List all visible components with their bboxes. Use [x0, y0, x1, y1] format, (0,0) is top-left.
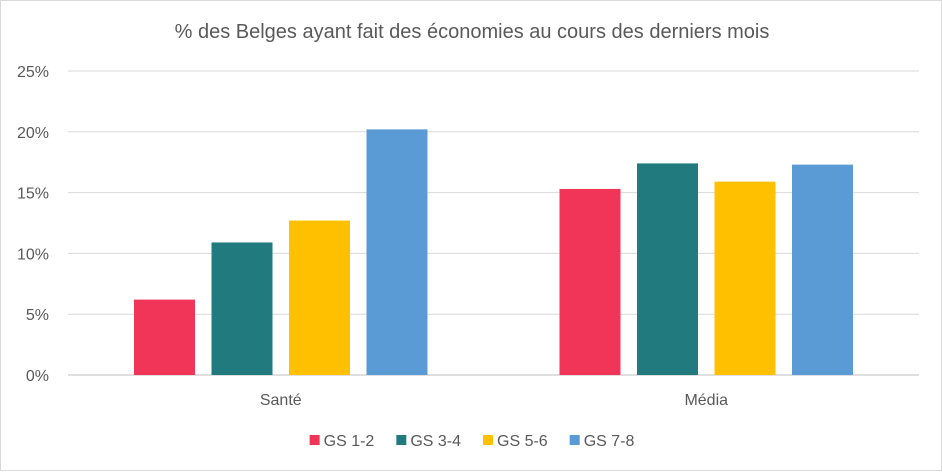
y-tick-label: 10% [17, 246, 49, 263]
legend-swatch [396, 435, 407, 445]
legend-item: GS 3-4 [396, 433, 461, 450]
legend-item: GS 7-8 [569, 433, 635, 450]
legend-swatch [483, 435, 493, 445]
y-tick-label: 15% [17, 186, 49, 203]
y-tick-label: 5% [26, 307, 49, 324]
chart-title: % des Belges ayant fait des économies au… [175, 21, 770, 43]
bar-gs-7-8-0 [366, 129, 428, 375]
legend-item: GS 5-6 [483, 433, 548, 450]
bar-gs-5-6-0 [289, 220, 350, 375]
bar-gs-3-4-1 [637, 163, 698, 375]
bar-gs-1-2-0 [134, 299, 195, 375]
bar-gs-3-4-0 [211, 242, 273, 375]
bar-gs-5-6-1 [714, 181, 776, 375]
x-tick-label: Santé [260, 392, 302, 409]
legend-label: GS 7-8 [584, 433, 635, 450]
y-tick-label: 0% [26, 368, 49, 385]
x-axis-tick-labels: Santé Média [260, 392, 728, 409]
legend-swatch [569, 435, 580, 445]
gridlines [68, 70, 919, 376]
legend: GS 1-2 GS 3-4 GS 5-6 GS 7-8 [309, 433, 635, 450]
legend-swatch [309, 435, 320, 445]
legend-label: GS 5-6 [497, 433, 548, 450]
y-tick-label: 25% [17, 64, 49, 81]
legend-label: GS 1-2 [324, 433, 375, 450]
y-axis-tick-labels: 0% 5% 10% 15% 20% 25% [17, 64, 49, 385]
x-tick-label: Média [684, 392, 728, 409]
legend-label: GS 3-4 [410, 433, 461, 450]
bar-gs-1-2-1 [559, 188, 621, 375]
bar-gs-7-8-1 [792, 164, 853, 375]
bars [134, 129, 853, 375]
y-tick-label: 20% [17, 125, 49, 142]
legend-item: GS 1-2 [309, 433, 375, 450]
